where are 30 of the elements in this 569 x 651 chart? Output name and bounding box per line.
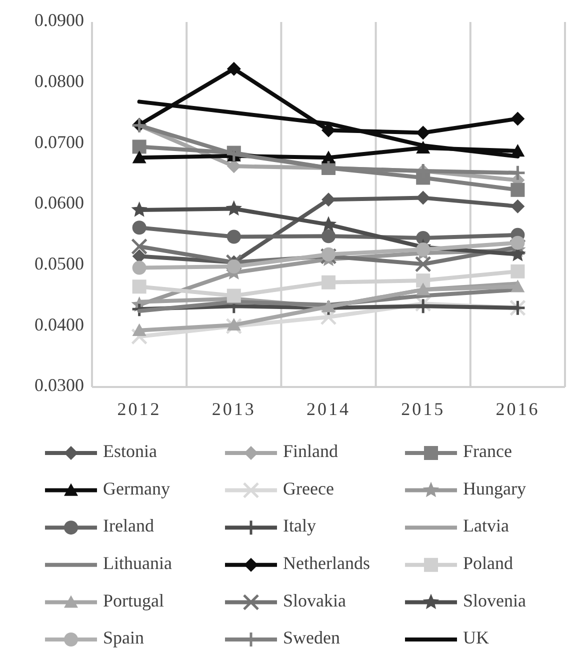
x-tick-label: 2014 (306, 399, 350, 419)
y-tick-label: 0.0500 (34, 253, 84, 274)
y-tick-label: 0.0300 (34, 375, 84, 396)
legend-label: Germany (103, 478, 170, 498)
legend-label: Portugal (103, 590, 164, 610)
x-tick-label: 2013 (212, 399, 256, 419)
legend-label: Lithuania (103, 553, 172, 574)
legend-label: Sweden (283, 628, 340, 648)
y-tick-label: 0.0900 (34, 10, 84, 30)
legend-label: Poland (463, 553, 514, 574)
legend-label: Italy (283, 516, 316, 536)
y-tick-label: 0.0800 (34, 70, 84, 91)
x-tick-label: 2012 (117, 399, 162, 419)
x-tick-label: 2016 (496, 399, 540, 419)
legend-label: Latvia (463, 516, 509, 536)
legend-label: Slovakia (283, 590, 346, 610)
legend-label: France (463, 441, 512, 462)
y-tick-label: 0.0400 (34, 314, 84, 334)
legend-label: Hungary (463, 478, 526, 498)
legend-label: Slovenia (463, 590, 526, 610)
legend-label: Finland (283, 441, 338, 462)
x-tick-label: 2015 (401, 399, 446, 419)
legend-label: Estonia (103, 441, 157, 462)
legend-label: Ireland (103, 516, 154, 536)
legend-label: Netherlands (283, 553, 370, 574)
legend-label: Greece (283, 478, 334, 498)
legend-label: UK (463, 628, 489, 648)
y-tick-label: 0.0600 (34, 192, 84, 213)
y-tick-label: 0.0700 (34, 132, 84, 152)
legend-label: Spain (103, 628, 144, 648)
